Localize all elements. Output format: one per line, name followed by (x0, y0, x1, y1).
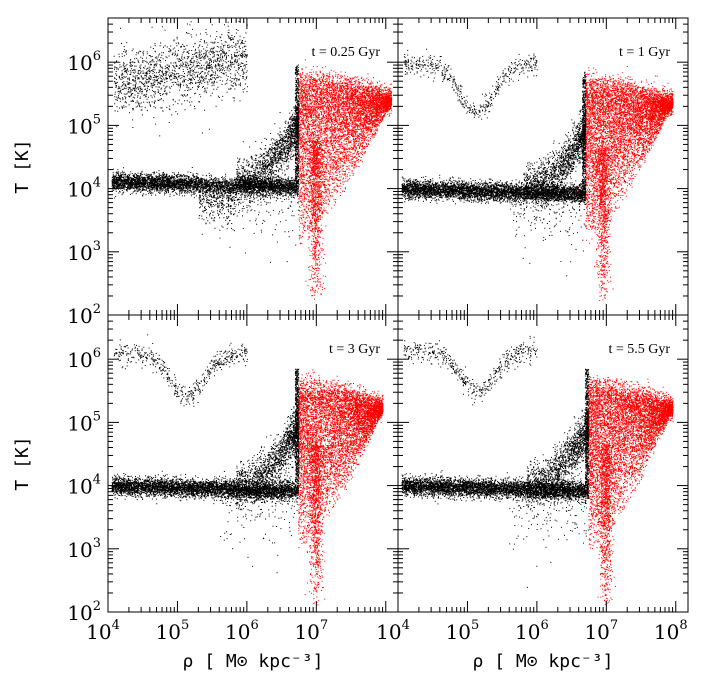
ticks (107, 17, 398, 316)
black-gas-particles (111, 334, 300, 574)
ticks (107, 314, 398, 613)
y-tick-label: 105 (67, 112, 101, 138)
y-tick-label: 105 (67, 409, 101, 435)
y-tick-label: 106 (67, 49, 101, 75)
axis-titles: T [K] ρ [ M⊙ kpc⁻³] T [K] ρ [ M⊙ kpc⁻³] (12, 139, 613, 672)
y-axis-title: T [K] (12, 139, 33, 193)
black-gas-particles (401, 335, 590, 588)
y-tick-label: 104 (67, 176, 101, 202)
x-tick-label: 107 (294, 618, 328, 644)
panel-time-label: t = 0.25 Gyr (311, 45, 380, 60)
panel-time-label: t = 3 Gyr (329, 342, 380, 357)
black-gas-particles (111, 21, 300, 263)
y-tick-label: 106 (67, 346, 101, 372)
y-axis-title: T [K] (12, 436, 33, 490)
panel-time-label: t = 1 Gyr (619, 45, 670, 60)
panel-3: t = 3 Gyr (107, 314, 399, 613)
y-tick-label: 104 (67, 473, 101, 499)
x-tick-label: 104 (86, 618, 120, 644)
panel-frame (397, 314, 689, 613)
y-tick-label: 103 (67, 536, 101, 562)
panel-4: t = 5.5 Gyr (397, 314, 689, 613)
x-tick-label: 107 (584, 618, 618, 644)
panel-2: t = 1 Gyr (397, 17, 689, 316)
x-axis-title: ρ [ M⊙ kpc⁻³] (473, 651, 614, 672)
red-gas-particles (585, 66, 674, 302)
panels: t = 0.25 Gyr t = 1 Gyr t = 3 Gyr t = 5.5 Gy… (107, 17, 689, 613)
panel-time-label: t = 5.5 Gyr (608, 342, 670, 357)
x-tick-label: 104 (376, 618, 410, 644)
x-tick-label: 105 (446, 618, 480, 644)
panel-frame (397, 17, 689, 316)
red-gas-particles (588, 375, 674, 606)
y-tick-label: 103 (67, 239, 101, 265)
black-gas-particles (401, 48, 587, 277)
y-tick-label: 102 (67, 302, 101, 328)
x-axis-title: ρ [ M⊙ kpc⁻³] (183, 651, 324, 672)
x-tick-label: 106 (225, 618, 259, 644)
x-tick-label: 106 (515, 618, 549, 644)
panel-1: t = 0.25 Gyr (107, 17, 399, 316)
ticks (397, 314, 688, 613)
x-tick-label: 108 (654, 618, 688, 644)
red-gas-particles (298, 59, 393, 300)
red-gas-particles (298, 369, 384, 606)
ticks (397, 17, 688, 316)
x-tick-label: 105 (156, 618, 190, 644)
